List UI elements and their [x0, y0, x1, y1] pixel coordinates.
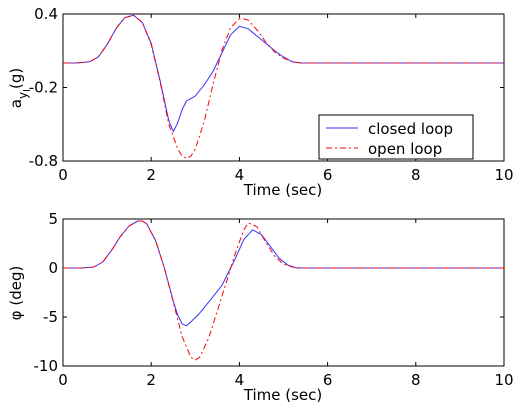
x-tick-label: 10: [494, 166, 513, 184]
bottom-plot-area: [62, 218, 505, 367]
bottom-ylabel: φ (deg): [7, 266, 25, 321]
x-tick-label: 8: [411, 166, 421, 184]
bottom-xlabel: Time (sec): [243, 386, 322, 404]
legend-box: [318, 114, 474, 160]
x-tick-label: 0: [58, 166, 68, 184]
x-tick-label: 4: [235, 371, 245, 389]
top-ylabel: ayI(g): [7, 68, 33, 109]
x-tick-label: 0: [58, 371, 68, 389]
x-tick-label: 8: [411, 371, 421, 389]
y-tick-label: 0.4: [34, 5, 58, 23]
x-tick-label: 4: [235, 166, 245, 184]
x-tick-label: 10: [494, 371, 513, 389]
bottom-series-group: [63, 220, 504, 361]
top-xlabel: Time (sec): [243, 181, 322, 199]
top-ylabel-unit: (g): [7, 68, 25, 89]
bottom-subplot: 0 2 4 6 8 10 5 0 -5 -10 φ (deg) Time (sec): [7, 210, 514, 404]
series-line-open-loop: [63, 220, 504, 361]
top-series-group: [63, 14, 504, 160]
top-ylabel-main: a: [7, 99, 25, 108]
x-tick-label: 6: [323, 166, 333, 184]
x-tick-label: 2: [146, 166, 156, 184]
y-tick-label: 0: [48, 259, 58, 277]
series-line-closed-loop: [63, 220, 504, 327]
legend-label-closed-loop: closed loop: [368, 120, 453, 138]
x-tick-label: 2: [146, 371, 156, 389]
top-tick-group: 0 2 4 6 8 10 0.4 -0.2 -0.8: [29, 5, 514, 184]
y-tick-label: 5: [48, 210, 58, 228]
y-tick-label: -10: [34, 357, 59, 375]
y-tick-label: -0.2: [29, 79, 58, 97]
top-subplot: 0 2 4 6 8 10 0.4 -0.2 -0.8 ayI(g) Time (sec) clo…: [7, 5, 514, 199]
series-line-open-loop: [63, 14, 504, 160]
top-ylabel-sub: y: [16, 92, 30, 99]
legend: closed loop open loop: [318, 114, 474, 160]
bottom-tick-group: 0 2 4 6 8 10 5 0 -5 -10: [34, 210, 514, 389]
legend-label-open-loop: open loop: [368, 140, 442, 158]
y-tick-label: -0.8: [29, 152, 58, 170]
y-tick-label: -5: [43, 308, 58, 326]
top-ylabel-subsub: I: [22, 89, 33, 92]
x-tick-label: 6: [323, 371, 333, 389]
